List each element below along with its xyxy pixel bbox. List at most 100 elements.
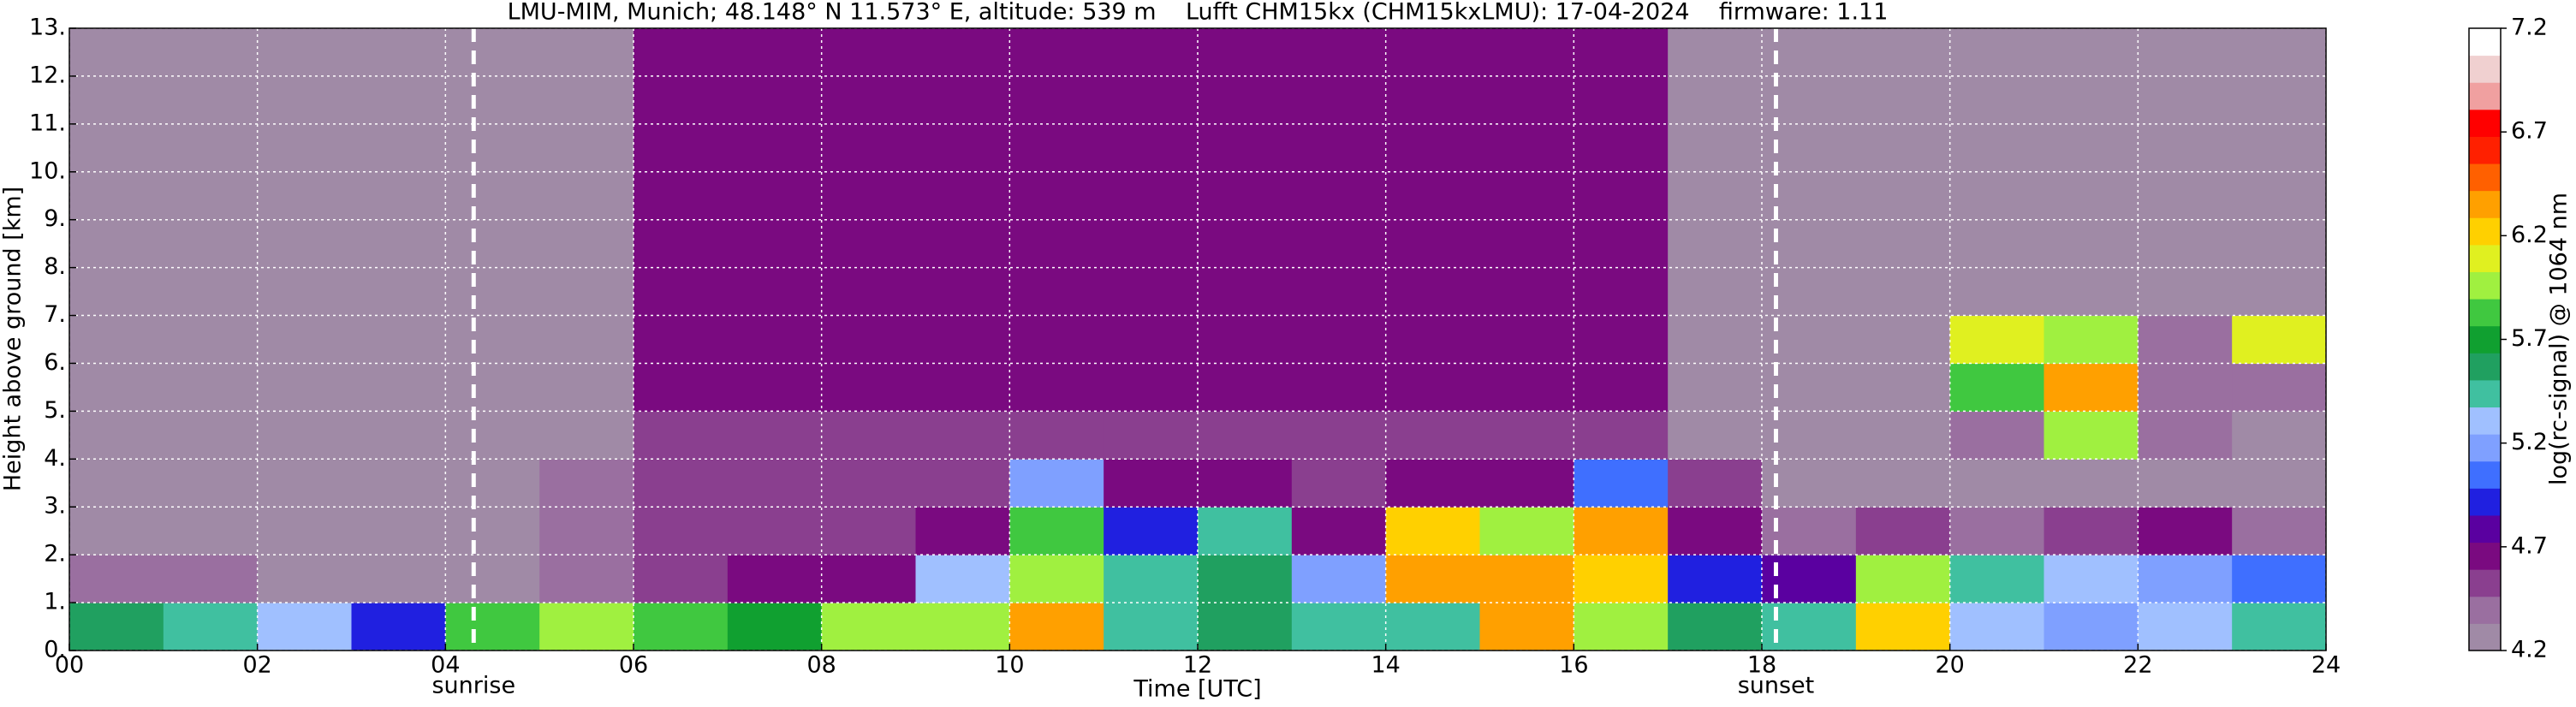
heatmap-cell [2232, 507, 2327, 556]
heatmap-cell [163, 267, 259, 317]
heatmap-cell [1574, 315, 1669, 364]
heatmap-cell [539, 171, 634, 221]
heatmap-cell [445, 28, 540, 77]
heatmap-cell [1949, 363, 2044, 412]
heatmap-cell [1291, 315, 1387, 364]
heatmap-cell [445, 75, 540, 125]
heatmap-cell [1949, 267, 2044, 317]
colorbar-swatch [2469, 407, 2501, 435]
heatmap-cell [163, 219, 259, 269]
heatmap-cell [1198, 507, 1293, 556]
heatmap-cell [2044, 219, 2139, 269]
colorbar-tick-label: 5.2 [2511, 429, 2548, 455]
heatmap-cell [351, 75, 446, 125]
heatmap-cell [1104, 75, 1199, 125]
heatmap-cell [2232, 219, 2327, 269]
heatmap-cell [163, 459, 259, 508]
x-tick-label: 00 [55, 652, 84, 679]
heatmap-cell [1574, 363, 1669, 412]
heatmap-cell [1574, 28, 1669, 77]
heatmap-cell [163, 123, 259, 173]
heatmap-cell [727, 75, 823, 125]
heatmap-cell [1291, 219, 1387, 269]
heatmap-cell [2044, 459, 2139, 508]
heatmap-cell [2138, 315, 2233, 364]
heatmap-cell [1009, 411, 1104, 460]
heatmap-cell [1009, 267, 1104, 317]
heatmap-cell [2232, 171, 2327, 221]
heatmap-cell [1291, 267, 1387, 317]
heatmap-cell [1104, 315, 1199, 364]
heatmap-cell [69, 363, 164, 412]
heatmap-cell [1479, 459, 1574, 508]
heatmap-cell [634, 219, 729, 269]
heatmap-cell [1009, 603, 1104, 651]
heatmap-cell [1855, 363, 1951, 412]
heatmap-cell [634, 171, 729, 221]
heatmap-cell [1949, 315, 2044, 364]
heatmap-cell [1104, 555, 1199, 603]
heatmap-cell [2232, 363, 2327, 412]
heatmap-cell [2232, 75, 2327, 125]
heatmap-cell [2138, 603, 2233, 651]
heatmap-cell [821, 219, 916, 269]
x-tick-label: 04 [431, 652, 460, 679]
heatmap-cell [1009, 363, 1104, 412]
heatmap-cell [1949, 123, 2044, 173]
heatmap-cell [257, 267, 352, 317]
heatmap-cell [257, 75, 352, 125]
x-tick-label: 10 [995, 652, 1024, 679]
heatmap-cell [915, 507, 1010, 556]
plot-frame [68, 27, 2327, 651]
heatmap-cell [163, 28, 259, 77]
heatmap-cell [1291, 555, 1387, 603]
heatmap-cell [1385, 75, 1480, 125]
heatmap-cell [1668, 363, 1763, 412]
heatmap-cell [1949, 603, 2044, 651]
heatmap-cell [69, 171, 164, 221]
heatmap-cell [1291, 123, 1387, 173]
x-tick-label: 06 [619, 652, 648, 679]
colorbar-swatch [2469, 163, 2501, 192]
heatmap-cell [2044, 123, 2139, 173]
heatmap-cell [727, 123, 823, 173]
heatmap-cell [163, 315, 259, 364]
colorbar-swatch [2469, 434, 2501, 462]
heatmap-cell [1385, 315, 1480, 364]
heatmap-cell [727, 459, 823, 508]
colorbar-swatch [2469, 460, 2501, 489]
y-tick-label: 11. [29, 110, 66, 136]
heatmap-cell [1291, 507, 1387, 556]
y-tick-label: 7. [44, 301, 66, 328]
heatmap-cell [1949, 411, 2044, 460]
heatmap-cell [821, 363, 916, 412]
heatmap-cell [1855, 171, 1951, 221]
heatmap-cell [2232, 315, 2327, 364]
heatmap-cell [351, 507, 446, 556]
y-tick-label: 0. [44, 637, 66, 663]
heatmap-cell [2044, 28, 2139, 77]
heatmap-cell [445, 555, 540, 603]
heatmap-cell [821, 123, 916, 173]
heatmap-cell [539, 267, 634, 317]
heatmap-cell [257, 123, 352, 173]
heatmap-cell [445, 171, 540, 221]
heatmap-cell [915, 555, 1010, 603]
heatmap-cell [351, 555, 446, 603]
heatmap-cell [1009, 459, 1104, 508]
heatmap-cell [1009, 219, 1104, 269]
heatmap-cell [634, 555, 729, 603]
heatmap-cell [1198, 603, 1293, 651]
heatmap-cell [445, 315, 540, 364]
colorbar-swatch [2469, 623, 2501, 651]
heatmap-cell [2232, 267, 2327, 317]
heatmap-cell [1385, 28, 1480, 77]
heatmap-cell [2138, 171, 2233, 221]
heatmap-cell [1104, 267, 1199, 317]
heatmap-cell [69, 267, 164, 317]
x-axis-label: Time [UTC] [1133, 676, 1261, 703]
heatmap-cell [1479, 315, 1574, 364]
heatmap-cell [445, 219, 540, 269]
heatmap-cell [351, 28, 446, 77]
heatmap-cell [1668, 411, 1763, 460]
